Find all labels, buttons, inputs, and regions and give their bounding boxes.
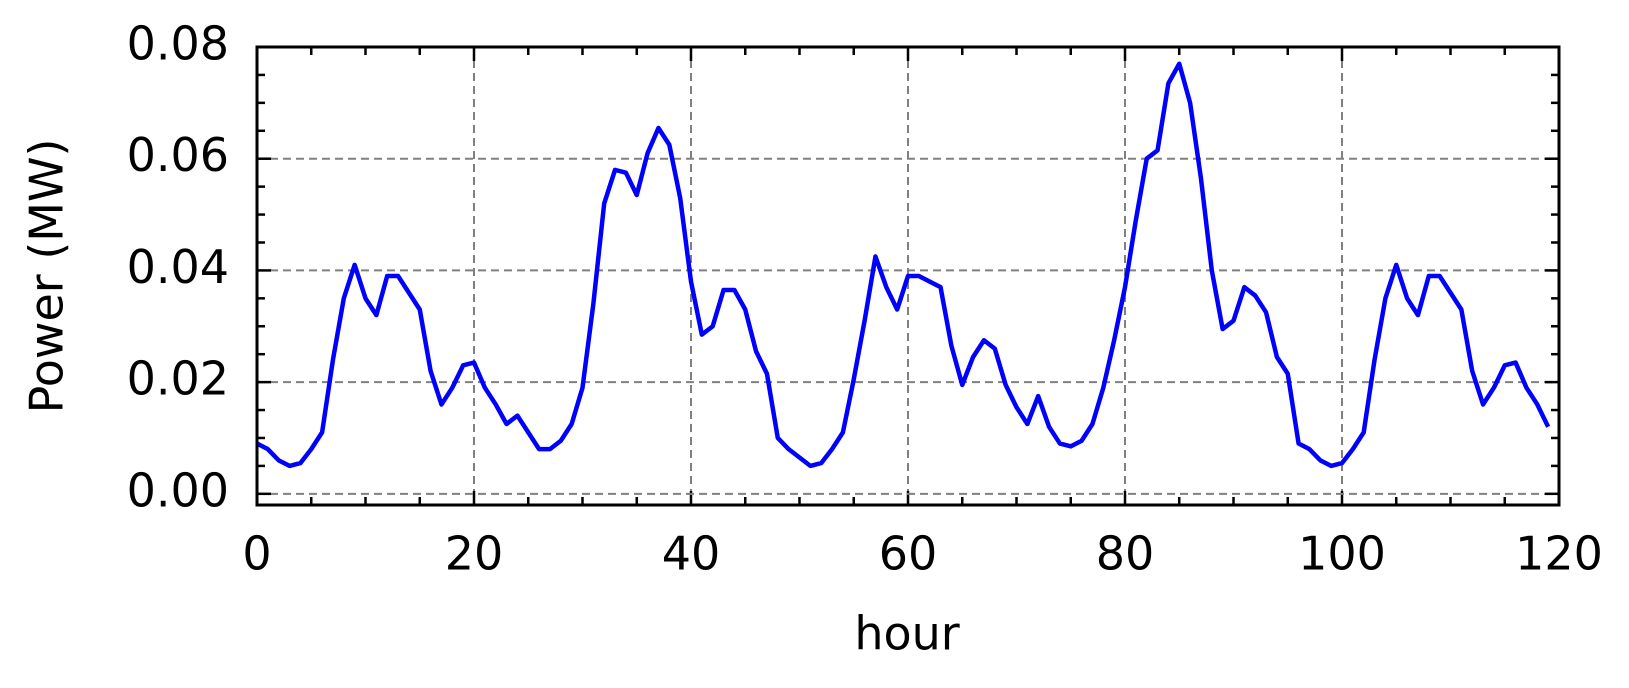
y-tick-label: 0.02 [127,352,229,406]
x-tick-label: 120 [1515,527,1603,581]
y-tick-label: 0.08 [127,17,229,71]
plot-frame [255,45,1561,507]
data-line [255,61,1551,469]
x-tick-label: 40 [662,527,721,581]
x-axis-label: hour [854,607,959,661]
y-tick-label: 0.04 [127,240,229,294]
y-axis-label: Power (MW) [20,139,74,414]
x-tick-label: 100 [1298,527,1386,581]
x-tick-label: 0 [242,527,271,581]
x-tick-label: 80 [1096,527,1155,581]
x-tick-label: 60 [879,527,938,581]
y-tick-label: 0.00 [127,463,229,517]
y-tick-label: 0.06 [127,128,229,182]
x-tick-label: 20 [445,527,504,581]
